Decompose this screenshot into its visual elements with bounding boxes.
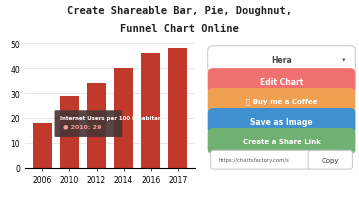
Bar xyxy=(33,123,52,168)
FancyBboxPatch shape xyxy=(211,151,311,169)
FancyBboxPatch shape xyxy=(208,89,355,115)
FancyBboxPatch shape xyxy=(55,111,122,137)
Text: ▾: ▾ xyxy=(342,57,345,63)
Text: Create Shareable Bar, Pie, Doughnut,: Create Shareable Bar, Pie, Doughnut, xyxy=(67,6,292,16)
FancyBboxPatch shape xyxy=(208,46,355,74)
Text: 🥤 Buy me a Coffee: 🥤 Buy me a Coffee xyxy=(246,98,317,105)
Text: Hera: Hera xyxy=(271,56,292,65)
Text: Edit Chart: Edit Chart xyxy=(260,77,303,86)
Text: https://chartsfactory.com/s: https://chartsfactory.com/s xyxy=(218,157,289,162)
Text: Save as Image: Save as Image xyxy=(250,117,313,126)
Bar xyxy=(141,54,160,168)
FancyBboxPatch shape xyxy=(208,69,355,95)
FancyBboxPatch shape xyxy=(208,108,355,135)
Bar xyxy=(87,84,106,168)
Text: Internet Users per 100 inhabitants: Internet Users per 100 inhabitants xyxy=(60,116,168,121)
Text: Create a Share Link: Create a Share Link xyxy=(243,138,321,144)
Bar xyxy=(60,96,79,168)
Text: Copy: Copy xyxy=(322,157,339,163)
Bar xyxy=(114,69,133,168)
FancyBboxPatch shape xyxy=(208,128,355,154)
FancyBboxPatch shape xyxy=(308,151,353,169)
Text: Funnel Chart Online: Funnel Chart Online xyxy=(120,24,239,34)
Bar xyxy=(168,49,187,168)
Text: ● 2010: 29: ● 2010: 29 xyxy=(63,123,102,128)
